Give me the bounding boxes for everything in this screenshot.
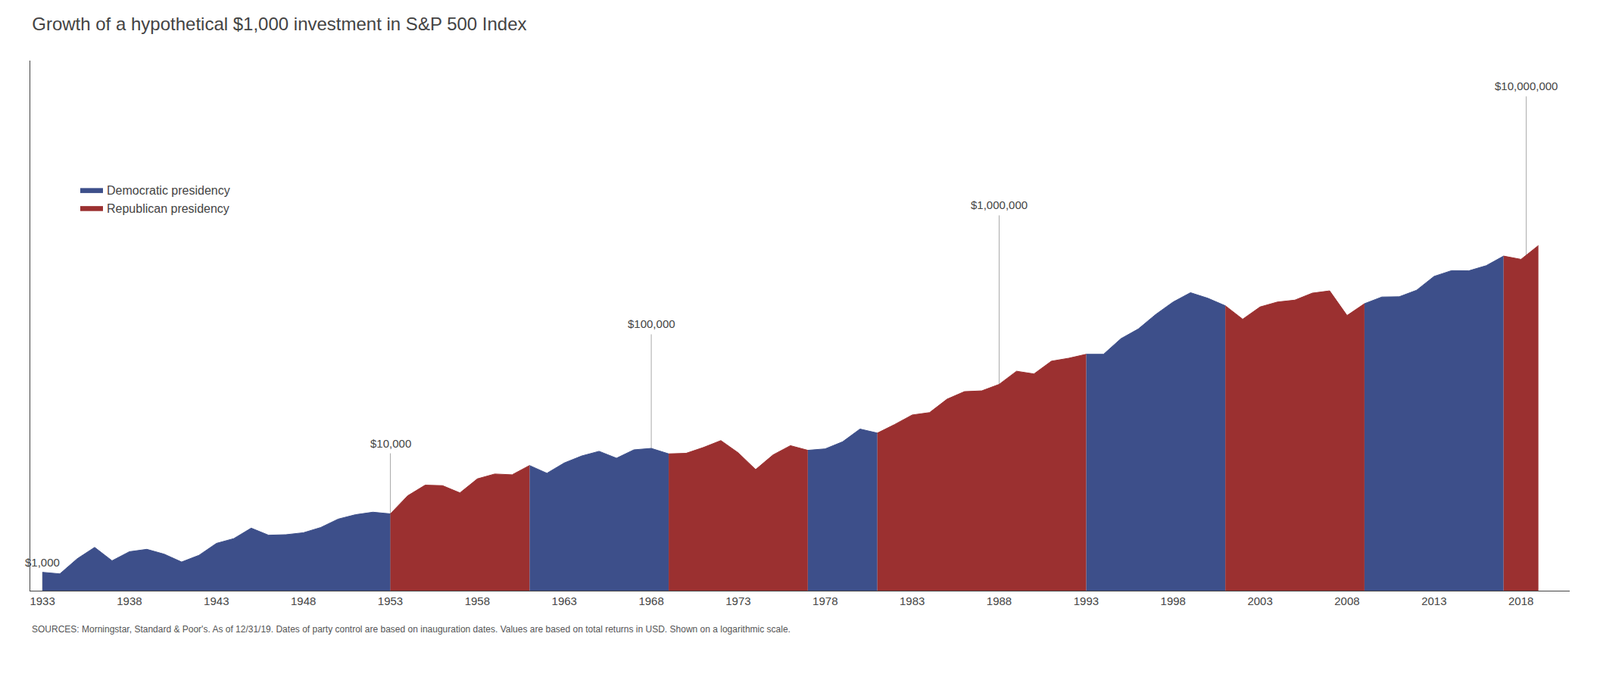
svg-text:2003: 2003 [1247, 594, 1273, 608]
svg-text:1968: 1968 [638, 594, 664, 608]
svg-text:1953: 1953 [377, 594, 403, 608]
svg-text:$10,000: $10,000 [370, 436, 412, 450]
svg-text:1993: 1993 [1073, 594, 1099, 608]
svg-text:$1,000,000: $1,000,000 [970, 198, 1028, 212]
svg-text:2018: 2018 [1508, 594, 1534, 608]
svg-text:2008: 2008 [1334, 594, 1360, 608]
svg-text:1943: 1943 [203, 594, 229, 608]
svg-text:Democratic presidency: Democratic presidency [106, 184, 231, 197]
svg-text:1958: 1958 [464, 594, 490, 608]
svg-text:1933: 1933 [29, 594, 55, 608]
svg-text:$100,000: $100,000 [627, 317, 676, 331]
svg-text:1973: 1973 [725, 594, 751, 608]
svg-text:1998: 1998 [1160, 594, 1186, 608]
svg-text:$1,000: $1,000 [24, 555, 60, 569]
svg-text:1983: 1983 [899, 594, 925, 608]
svg-text:$10,000,000: $10,000,000 [1494, 79, 1558, 93]
svg-text:1988: 1988 [986, 594, 1012, 608]
svg-text:1938: 1938 [116, 594, 142, 608]
svg-text:Republican presidency: Republican presidency [106, 202, 230, 216]
svg-text:1978: 1978 [812, 594, 838, 608]
svg-text:1948: 1948 [290, 594, 316, 608]
svg-text:1963: 1963 [552, 594, 577, 608]
svg-text:2013: 2013 [1421, 594, 1447, 608]
svg-text:SOURCES: Morningstar, Standard: SOURCES: Morningstar, Standard & Poor's.… [31, 623, 791, 635]
svg-text:Growth of a hypothetical $1,00: Growth of a hypothetical $1,000 investme… [31, 13, 527, 35]
